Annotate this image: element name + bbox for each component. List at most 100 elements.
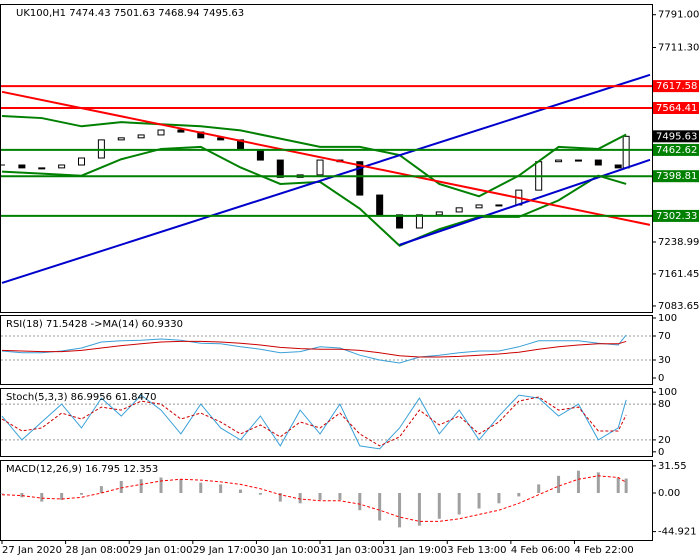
panel-title: MACD(12,26,9) 16.795 12.353 — [6, 464, 158, 475]
level-box — [653, 130, 699, 143]
series-line — [1, 475, 627, 522]
x-tick-label: 27 Jan 2020 — [2, 545, 62, 556]
candle — [594, 159, 602, 166]
y-tick-label: 7161.45 — [658, 269, 699, 280]
candle — [622, 135, 630, 169]
histogram-bar — [219, 484, 223, 493]
histogram-bar — [258, 492, 262, 495]
candle — [376, 194, 384, 216]
candle — [555, 159, 563, 163]
candle — [574, 159, 582, 162]
panel-frame — [0, 388, 653, 457]
histogram-bar — [20, 492, 24, 498]
panel-title: RSI(18) 71.5428 ->MA(14) 60.9330 — [6, 319, 183, 330]
candle — [137, 134, 145, 139]
y-tick-label: 100 — [658, 387, 677, 398]
series-line — [1, 394, 627, 450]
histogram-bar — [298, 492, 302, 504]
x-tick-label: 3 Feb 13:00 — [447, 545, 506, 556]
panel-frame — [0, 4, 653, 313]
y-tick-label: 0 — [658, 373, 664, 384]
y-tick-label: 100 — [658, 313, 677, 324]
histogram-bar — [417, 492, 421, 526]
level-label: 7462.62 — [656, 145, 697, 156]
candle — [415, 214, 423, 229]
candle — [256, 149, 264, 161]
series-line — [1, 73, 651, 284]
x-tick-label: 29 Jan 17:00 — [193, 545, 256, 556]
candle — [435, 211, 443, 216]
candle — [58, 164, 66, 169]
histogram-bar — [179, 479, 183, 493]
candle — [356, 161, 364, 196]
y-tick-label: 0 — [658, 447, 664, 458]
level-box — [653, 143, 699, 156]
candle — [217, 137, 225, 141]
y-tick-label: 7083.65 — [658, 301, 699, 312]
candle — [455, 207, 463, 213]
x-tick-label: 4 Feb 22:00 — [574, 545, 633, 556]
y-tick-label: -44.921 — [658, 527, 697, 538]
panel-title: Stoch(5,3,3) 86.9956 61.8470 — [6, 392, 157, 403]
candle — [396, 214, 404, 229]
candle — [38, 167, 46, 170]
x-tick-label: 29 Jan 01:00 — [129, 545, 192, 556]
histogram-bar — [358, 492, 362, 511]
y-tick-label: 80 — [658, 399, 671, 410]
level-label: 7495.63 — [656, 131, 697, 142]
series-line — [1, 90, 651, 226]
y-tick-label: 7238.99 — [658, 237, 699, 248]
series-line — [399, 158, 651, 246]
histogram-bar — [537, 484, 541, 493]
histogram-bar — [0, 492, 4, 494]
histogram-bar — [616, 477, 620, 493]
candle — [78, 157, 86, 166]
level-label: 7617.58 — [656, 81, 697, 92]
histogram-bar — [60, 492, 64, 500]
histogram-bar — [199, 482, 203, 493]
level-box — [653, 80, 699, 93]
y-tick-label: 7711.30 — [658, 43, 699, 54]
histogram-bar — [517, 492, 521, 497]
panel-frame — [0, 315, 653, 385]
level-label: 7398.81 — [656, 171, 697, 182]
series-line — [1, 340, 627, 358]
panel-frame — [0, 460, 653, 541]
histogram-bar — [239, 489, 243, 493]
histogram-bar — [576, 470, 580, 493]
x-tick-label: 4 Feb 06:00 — [511, 545, 570, 556]
series-line — [1, 334, 627, 364]
candle — [117, 137, 125, 141]
histogram-bar — [119, 480, 123, 493]
histogram-bar — [318, 492, 322, 500]
histogram-bar — [99, 486, 103, 493]
level-box — [653, 170, 699, 183]
candle — [177, 129, 185, 133]
candle — [475, 204, 483, 209]
histogram-bar — [398, 492, 402, 528]
level-label: 7302.33 — [656, 211, 697, 222]
series-line — [1, 396, 627, 447]
histogram-bar — [378, 492, 382, 521]
candle — [316, 159, 324, 176]
histogram-bar — [596, 472, 600, 493]
candle — [495, 204, 503, 207]
histogram-bar — [80, 492, 84, 495]
histogram-bar — [159, 477, 163, 493]
histogram-bar — [557, 475, 561, 493]
y-tick-label: 31.55 — [658, 461, 687, 472]
series-line — [1, 115, 627, 198]
level-box — [653, 209, 699, 222]
x-tick-label: 31 Jan 19:00 — [384, 545, 447, 556]
candle — [157, 129, 165, 136]
x-tick-label: 28 Jan 08:00 — [66, 545, 129, 556]
histogram-bar — [477, 492, 481, 509]
series-line — [1, 145, 627, 247]
candle — [276, 159, 284, 178]
y-tick-label: 20 — [658, 435, 671, 446]
level-label: 7564.41 — [656, 103, 697, 114]
panel-title: UK100,H1 7474.43 7501.63 7468.94 7495.63 — [16, 8, 244, 19]
y-tick-label: 70 — [658, 331, 671, 342]
